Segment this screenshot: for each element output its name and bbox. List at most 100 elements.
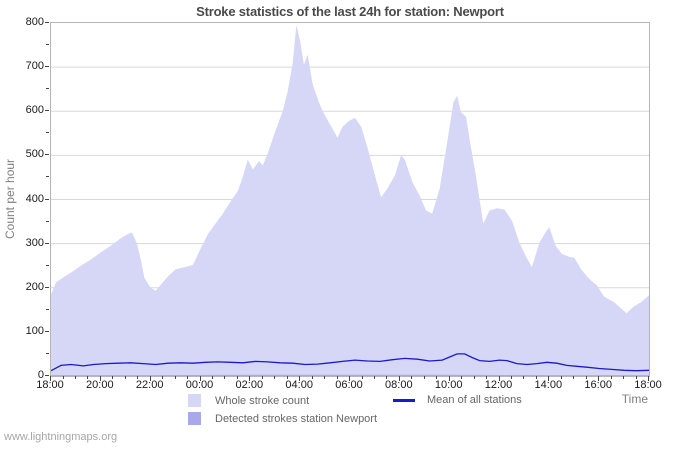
y-tick-label: 400 xyxy=(25,192,44,205)
x-tick-mark xyxy=(573,376,575,379)
x-tick-mark xyxy=(610,376,612,379)
x-tick-mark xyxy=(473,376,475,379)
x-tick-mark xyxy=(560,376,562,379)
chart-title: Stroke statistics of the last 24h for st… xyxy=(196,4,504,19)
legend-item-mean-of-all-stations: Mean of all stations xyxy=(393,394,522,406)
y-tick-label: 800 xyxy=(25,16,44,28)
x-tick-mark xyxy=(199,376,201,381)
x-tick-label: 06:00 xyxy=(335,379,363,391)
y-tick-mark xyxy=(46,176,49,178)
x-tick-mark xyxy=(635,376,637,379)
x-tick-mark xyxy=(174,376,176,379)
y-tick-mark xyxy=(46,88,49,90)
x-tick-mark xyxy=(162,376,164,379)
y-tick-mark xyxy=(46,132,49,134)
x-tick-mark xyxy=(648,376,649,381)
y-tick-label: 100 xyxy=(25,324,44,337)
x-tick-label: 16:00 xyxy=(584,379,612,391)
x-tick-label: 08:00 xyxy=(385,379,413,391)
x-tick-label: 12:00 xyxy=(484,379,513,391)
y-tick-label: 0 xyxy=(37,369,44,381)
y-tick-label: 200 xyxy=(25,280,44,293)
y-tick-mark xyxy=(45,66,49,68)
x-tick-mark xyxy=(62,376,64,379)
legend-item-detected-strokes: Detected strokes station Newport xyxy=(188,412,377,425)
x-tick-mark xyxy=(112,376,114,379)
x-tick-label: 20:00 xyxy=(86,379,114,391)
legend-item-whole-stroke-count: Whole stroke count xyxy=(188,394,309,407)
site-watermark: www.lightningmaps.org xyxy=(4,431,118,443)
x-tick-label: 00:00 xyxy=(185,379,214,391)
y-tick-label: 600 xyxy=(25,104,44,117)
x-tick-label: 02:00 xyxy=(235,379,264,391)
x-tick-mark xyxy=(411,376,413,379)
x-tick-mark xyxy=(398,376,400,381)
legend-label: Whole stroke count xyxy=(215,394,310,407)
mean-line-swatch-icon xyxy=(393,398,415,402)
x-tick-mark xyxy=(286,376,288,379)
y-tick-mark xyxy=(46,352,49,354)
x-tick-label: 18:00 xyxy=(634,379,662,391)
legend-label: Mean of all stations xyxy=(427,394,522,406)
x-tick-mark xyxy=(423,376,425,379)
x-tick-mark xyxy=(274,376,276,379)
x-tick-mark xyxy=(623,376,625,379)
x-tick-label: 18:00 xyxy=(36,379,64,391)
x-tick-mark xyxy=(598,376,600,381)
y-tick-mark xyxy=(45,375,49,376)
y-tick-mark xyxy=(45,242,49,244)
x-tick-mark xyxy=(187,376,188,379)
detected-strokes-swatch-icon xyxy=(188,412,201,425)
x-tick-label: 22:00 xyxy=(135,379,164,391)
x-tick-mark xyxy=(386,376,388,379)
y-tick-label: 700 xyxy=(25,60,44,73)
x-tick-mark xyxy=(361,376,363,379)
whole-stroke-count-swatch-icon xyxy=(188,394,201,407)
x-tick-mark xyxy=(299,376,301,381)
x-tick-mark xyxy=(448,376,450,381)
y-tick-label: 300 xyxy=(25,236,44,249)
y-tick-mark xyxy=(46,308,49,310)
y-tick-mark xyxy=(46,44,49,46)
x-tick-mark xyxy=(87,376,89,379)
x-tick-mark xyxy=(99,376,101,381)
y-tick-mark xyxy=(46,220,49,222)
y-tick-mark xyxy=(45,110,49,112)
x-tick-label: 10:00 xyxy=(434,379,463,391)
x-tick-mark xyxy=(336,376,338,379)
y-tick-label: 500 xyxy=(25,148,44,161)
x-tick-mark xyxy=(461,376,463,379)
x-tick-mark xyxy=(137,376,139,379)
x-tick-mark xyxy=(373,376,375,379)
x-tick-mark xyxy=(124,376,126,379)
x-tick-mark xyxy=(511,376,512,379)
x-tick-mark xyxy=(74,376,76,379)
x-tick-label: 14:00 xyxy=(534,379,563,391)
x-tick-mark xyxy=(324,376,326,379)
x-tick-mark xyxy=(50,376,51,381)
x-tick-mark xyxy=(249,376,251,381)
x-tick-mark xyxy=(261,376,263,379)
x-tick-mark xyxy=(535,376,537,379)
y-tick-mark xyxy=(45,330,49,332)
y-tick-mark xyxy=(45,22,49,23)
y-tick-mark xyxy=(45,154,49,156)
x-tick-mark xyxy=(523,376,525,379)
x-tick-mark xyxy=(349,376,350,381)
x-tick-mark xyxy=(498,376,500,381)
x-axis-label: Time xyxy=(621,392,648,406)
legend-label: Detected strokes station Newport xyxy=(215,412,378,425)
x-tick-mark xyxy=(212,376,213,379)
plot-svg xyxy=(51,25,649,376)
x-tick-mark xyxy=(311,376,313,379)
x-tick-label: 04:00 xyxy=(285,379,313,391)
y-tick-mark xyxy=(45,286,49,288)
x-tick-mark xyxy=(486,376,487,379)
y-tick-mark xyxy=(45,198,49,200)
x-tick-mark xyxy=(436,376,438,379)
x-tick-mark xyxy=(224,376,226,379)
x-tick-mark xyxy=(585,376,587,379)
x-tick-mark xyxy=(236,376,238,379)
y-tick-mark xyxy=(46,264,49,266)
